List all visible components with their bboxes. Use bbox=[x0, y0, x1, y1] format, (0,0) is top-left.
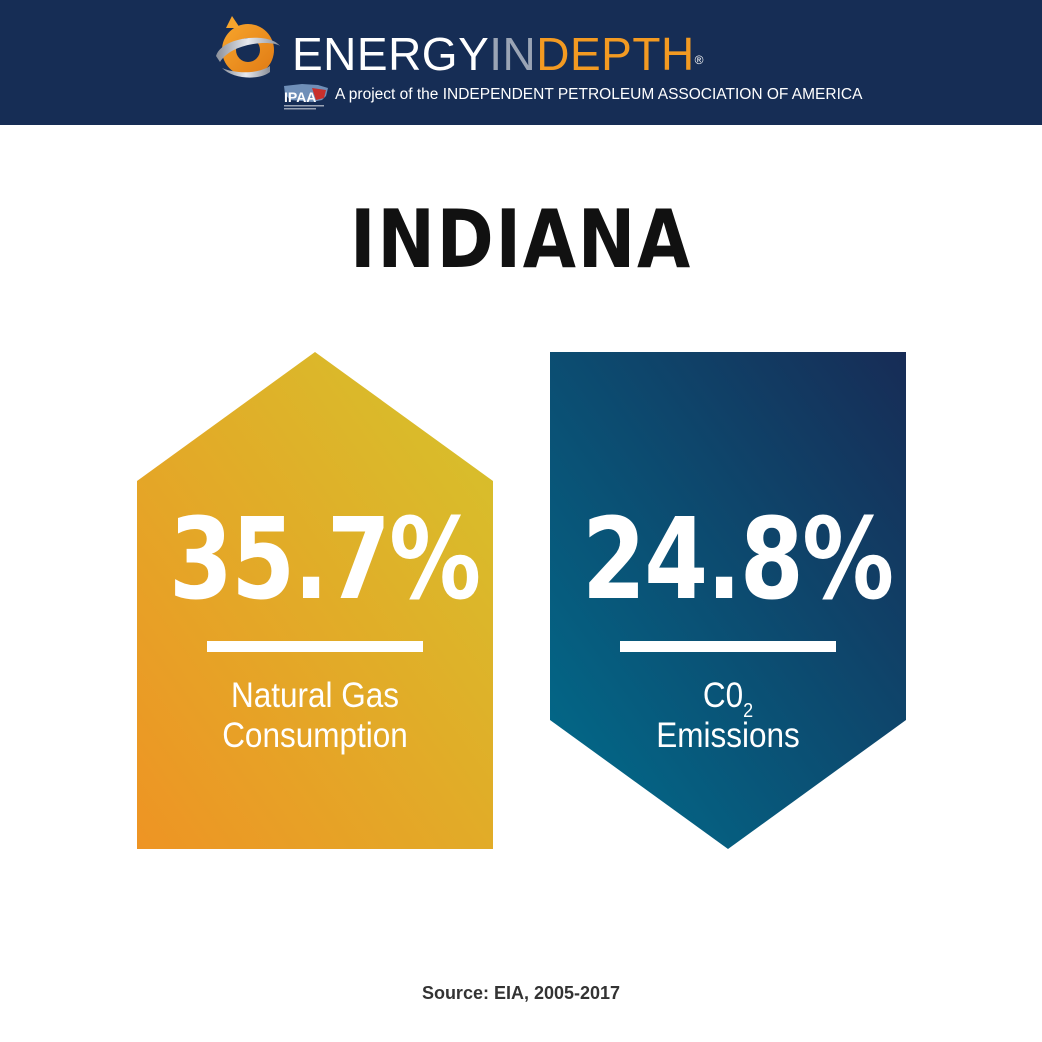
stat-label: Natural Gas Consumption bbox=[155, 676, 475, 756]
registered-mark: ® bbox=[694, 53, 705, 67]
stat-value: 35.7% bbox=[169, 495, 481, 625]
brand-wordmark: ENERGYINDEPTH® bbox=[292, 28, 704, 80]
stat-card-natural-gas: 35.7% Natural Gas Consumption bbox=[137, 352, 493, 849]
brand-energy: ENERGY bbox=[292, 28, 490, 80]
tagline: A project of the INDEPENDENT PETROLEUM A… bbox=[335, 86, 863, 103]
divider bbox=[620, 641, 836, 652]
down-arrow-shape-icon bbox=[550, 352, 906, 849]
stat-label: C02 Emissions bbox=[568, 676, 888, 756]
ipaa-logo-icon: IPAA bbox=[284, 84, 328, 110]
divider bbox=[207, 641, 423, 652]
stat-label-subscript: 2 bbox=[743, 700, 754, 722]
stat-label-line2: Emissions bbox=[656, 716, 800, 755]
energy-in-depth-logo-icon bbox=[216, 16, 280, 78]
stat-value: 24.8% bbox=[582, 495, 894, 625]
ipaa-logo-text: IPAA bbox=[284, 89, 316, 105]
brand-in: IN bbox=[489, 28, 537, 80]
page-title: INDIANA bbox=[349, 193, 692, 286]
stat-label-line2: Consumption bbox=[222, 716, 408, 755]
header-banner: ENERGYINDEPTH® IPAA A project of the IND… bbox=[0, 0, 1042, 125]
stat-label-line1: Natural Gas bbox=[230, 676, 400, 715]
stat-card-co2: 24.8% C02 Emissions bbox=[550, 352, 906, 849]
brand-depth: DEPTH bbox=[536, 28, 695, 80]
up-arrow-shape-icon bbox=[137, 352, 493, 849]
stat-label-line1: C0 bbox=[702, 676, 744, 715]
source-note: Source: EIA, 2005-2017 bbox=[421, 983, 621, 1003]
